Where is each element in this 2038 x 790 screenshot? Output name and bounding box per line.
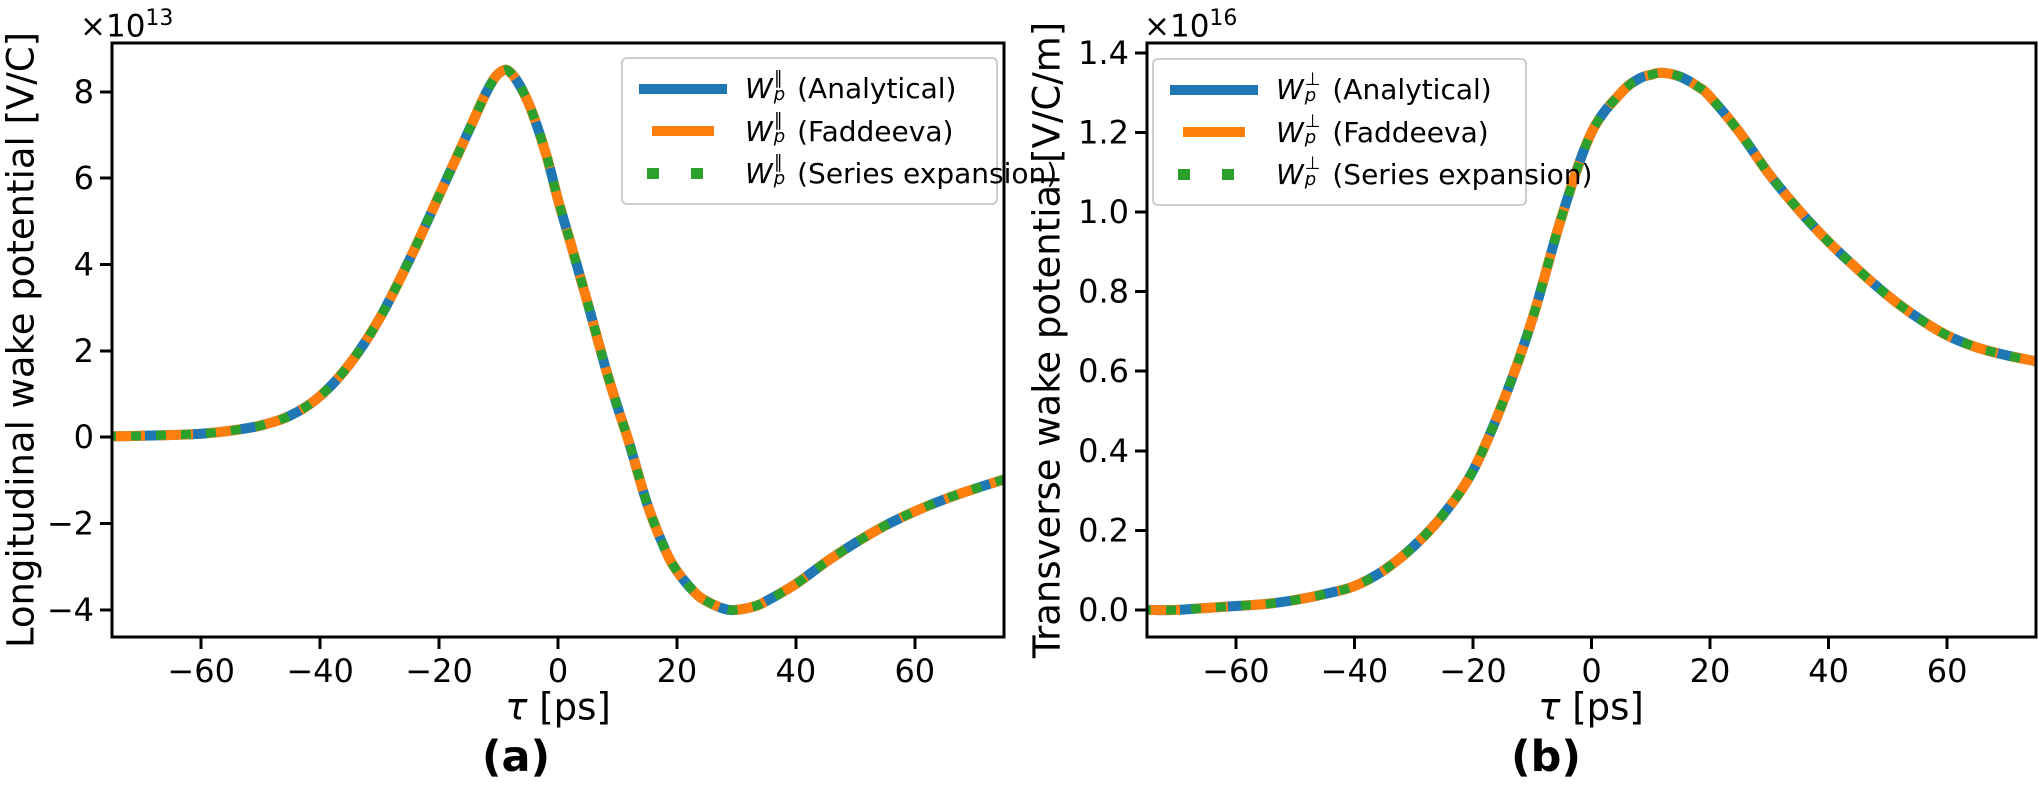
y-tick-label: 0	[74, 418, 94, 456]
tau-symbol-a: τ	[505, 685, 528, 729]
y-tick-label: 8	[74, 73, 94, 111]
tau-symbol-b: τ	[1538, 685, 1561, 729]
y-tick-label: 1.2	[1078, 114, 1129, 152]
x-tick-label: 20	[657, 652, 698, 690]
y-tick-label: 1.4	[1078, 34, 1129, 72]
offset-exponent-a: 13	[145, 6, 174, 31]
y-tick-label: −4	[47, 591, 94, 629]
x-tick-label: −60	[1202, 652, 1270, 690]
legend-swatch-solid	[639, 83, 727, 94]
series-line-seriesexpansion	[112, 65, 1004, 615]
x-tick-label: 60	[1927, 652, 1968, 690]
legend-label: W ∥ p (Series expansion)	[745, 152, 1058, 190]
x-tick-label: 20	[1690, 652, 1731, 690]
y-tick-label: 0.4	[1078, 432, 1129, 470]
legend-label: W ⊥ p (Analytical)	[1276, 68, 1492, 107]
y-tick-label: −2	[47, 504, 94, 542]
y-tick-label: 0.2	[1078, 511, 1129, 549]
x-tick-label: −40	[1321, 652, 1389, 690]
x-tick-label: 0	[1581, 652, 1601, 690]
legend-swatch-dotted	[1178, 169, 1234, 181]
legend-item: W ∥ p (Analytical)	[637, 67, 982, 106]
x-tick-label: 40	[1808, 652, 1849, 690]
x-tick-label: 40	[776, 652, 817, 690]
y-tick-label: 0.0	[1078, 591, 1129, 629]
offset-base-b: ×10	[1144, 8, 1210, 45]
panel-tag-a: (a)	[481, 732, 551, 782]
x-tick-label: −20	[1439, 652, 1507, 690]
legend-item: W ∥ p (Faddeeva)	[637, 109, 982, 148]
y-axis-offset-a: ×1013	[80, 6, 173, 44]
x-tick-label: 60	[894, 652, 935, 690]
x-tick-label: −20	[405, 652, 473, 690]
panel-tag-b: (b)	[1510, 732, 1582, 782]
legend-swatch-dashed	[652, 126, 714, 136]
series-line-faddeeva	[1147, 67, 2036, 616]
offset-base-a: ×10	[80, 8, 146, 45]
y-tick-label: 4	[74, 245, 94, 283]
legend-item: W ⊥ p (Series expansion)	[1168, 154, 1592, 191]
legend-swatch-dashed	[1183, 127, 1245, 137]
legend-a: W ∥ p (Analytical) W ∥ p (Faddeeva) W ∥ p (Series e…	[621, 57, 1057, 205]
axes-spines	[1145, 41, 2038, 639]
x-tick-label: −60	[167, 652, 235, 690]
legend-label: W ∥ p (Faddeeva)	[745, 109, 954, 148]
legend-label: W ∥ p (Analytical)	[745, 67, 957, 106]
y-axis-offset-b: ×1016	[1144, 6, 1237, 44]
y-tick-label: 6	[74, 159, 94, 197]
panel-b-axes: −60 −40 −20 0 20 40 60 0.0 0.2 0.4 0.6 0.8 1.0 1.2 1.4	[1078, 34, 2038, 690]
x-tick-label: −40	[286, 652, 354, 690]
legend-swatch-dotted	[647, 168, 703, 180]
y-tick-label: 0.8	[1078, 273, 1129, 311]
legend-swatch-solid	[1170, 84, 1258, 95]
legend-label: W ⊥ p (Faddeeva)	[1276, 110, 1489, 149]
y-axis-label-a: Longitudinal wake potential [V/C]	[0, 31, 43, 649]
y-axis-label-b: Transverse wake potential [V/C/m]	[1025, 21, 1069, 659]
y-tick-label: 1.0	[1078, 193, 1129, 231]
axes-spines	[110, 41, 1006, 639]
x-axis-label-b: τ [ps]	[1538, 686, 1644, 729]
x-unit-a: [ps]	[527, 685, 611, 729]
offset-exponent-b: 16	[1209, 6, 1238, 31]
legend-item: W ⊥ p (Analytical)	[1168, 68, 1511, 107]
x-axis-label-a: τ [ps]	[505, 686, 611, 729]
y-tick-label: 2	[74, 332, 94, 370]
legend-label: W ⊥ p (Series expansion)	[1276, 153, 1593, 191]
legend-b: W ⊥ p (Analytical) W ⊥ p (Faddeeva) W ⊥ p (Series e…	[1152, 58, 1592, 206]
x-tick-label: 0	[548, 652, 568, 690]
x-unit-b: [ps]	[1560, 685, 1644, 729]
legend-item: W ⊥ p (Faddeeva)	[1168, 110, 1511, 149]
legend-item: W ∥ p (Series expansion)	[637, 153, 1057, 190]
y-tick-label: 0.6	[1078, 352, 1129, 390]
